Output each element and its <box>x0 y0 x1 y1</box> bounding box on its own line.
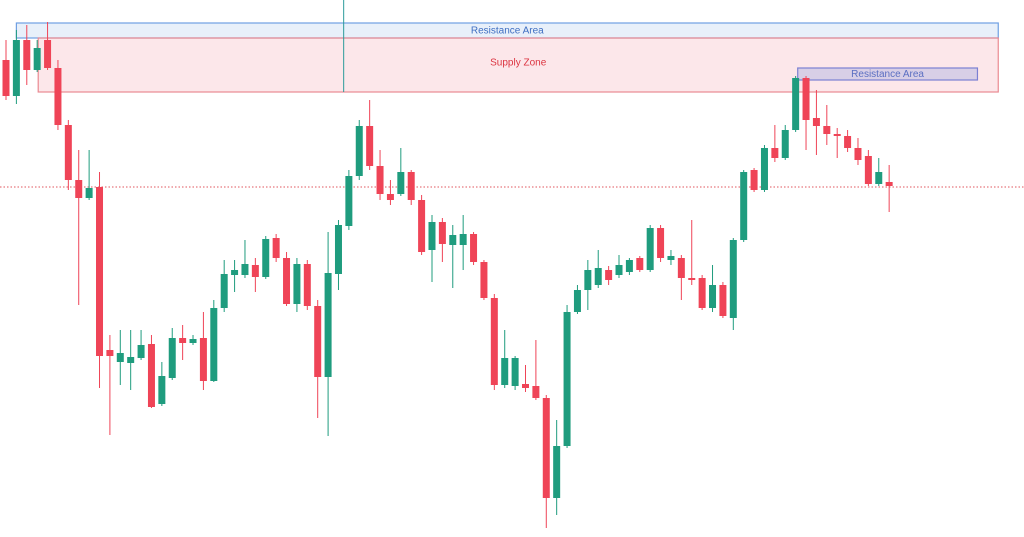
candle-body <box>646 228 654 270</box>
zone-label: Resistance Area <box>851 69 924 80</box>
candle-body <box>667 256 675 260</box>
candle-body <box>12 40 20 96</box>
candle-body <box>573 290 581 312</box>
candle-body <box>334 225 342 274</box>
candle-body <box>875 172 883 184</box>
candle-body <box>23 40 31 70</box>
candle-body <box>625 260 633 272</box>
candle-body <box>54 68 62 125</box>
candle-body <box>594 268 602 285</box>
candle-body <box>792 78 800 130</box>
candle-body <box>397 172 405 194</box>
candle-body <box>532 386 540 398</box>
candle-body <box>688 278 696 280</box>
candle-body <box>355 126 363 176</box>
candle-body <box>438 222 446 244</box>
candle-body <box>449 235 457 245</box>
candle-body <box>158 376 166 404</box>
candle-body <box>490 298 498 385</box>
candle-body <box>64 125 72 180</box>
zone-label: Supply Zone <box>490 58 547 69</box>
candle-body <box>366 126 374 166</box>
candle-body <box>636 258 644 270</box>
candle-body <box>584 270 592 290</box>
candle-body <box>75 180 83 198</box>
candle-body <box>781 130 789 158</box>
candle-body <box>2 60 10 96</box>
candle-body <box>241 264 249 275</box>
candle-body <box>147 344 155 407</box>
candle-body <box>709 285 717 308</box>
candle-body <box>324 273 332 377</box>
candle-body <box>812 118 820 126</box>
candle-body <box>137 345 145 358</box>
candle-body <box>615 265 623 275</box>
candle-body <box>314 306 322 377</box>
candle-body <box>522 384 529 388</box>
candle-body <box>677 258 685 278</box>
candle-body <box>44 40 52 68</box>
candle-body <box>605 270 613 280</box>
candle-body <box>657 228 665 258</box>
candle-body <box>885 182 893 186</box>
candle-body <box>262 239 270 277</box>
candle-body <box>376 166 384 194</box>
candle-body <box>418 200 426 252</box>
candle-body <box>428 222 436 250</box>
candle-body <box>293 264 301 304</box>
candle-body <box>33 48 41 70</box>
candle-body <box>251 265 259 277</box>
candle-body <box>345 176 353 226</box>
candle-body <box>740 172 748 240</box>
candle-body <box>272 238 280 258</box>
candle-body <box>386 194 394 200</box>
candle-body <box>719 285 727 316</box>
candle-body <box>220 274 228 308</box>
candle-body <box>771 148 779 158</box>
candle-body <box>833 134 841 136</box>
candle-body <box>106 350 114 356</box>
candle-body <box>480 262 488 298</box>
candle-body <box>698 278 706 308</box>
candle-body <box>854 148 862 160</box>
candle-body <box>563 312 571 446</box>
candle-body <box>168 338 176 378</box>
candle-body <box>127 357 135 363</box>
candle-body <box>542 398 550 498</box>
candle-body <box>210 308 218 381</box>
candle-body <box>470 234 478 262</box>
candle-body <box>303 264 311 306</box>
candle-body <box>179 338 187 343</box>
candle-body <box>501 358 509 385</box>
zone <box>37 37 999 93</box>
candle-body <box>199 338 207 381</box>
candle-body <box>189 339 197 343</box>
candle-body <box>802 78 810 120</box>
zone-label: Resistance Area <box>471 26 544 37</box>
candle-body <box>407 172 415 200</box>
zone <box>797 67 979 81</box>
candle-body <box>459 234 467 245</box>
candle-body <box>85 188 93 198</box>
candle-body <box>864 156 872 184</box>
candle-body <box>844 136 852 148</box>
candle-body <box>760 148 768 190</box>
candle-body <box>283 258 291 304</box>
candle-body <box>231 270 239 275</box>
candle-body <box>823 126 831 134</box>
candle-body <box>511 358 519 386</box>
candle-body <box>553 446 561 498</box>
candle-body <box>116 353 124 362</box>
candle-body <box>96 187 104 356</box>
candle-body <box>729 240 737 318</box>
candle-body <box>750 170 758 190</box>
